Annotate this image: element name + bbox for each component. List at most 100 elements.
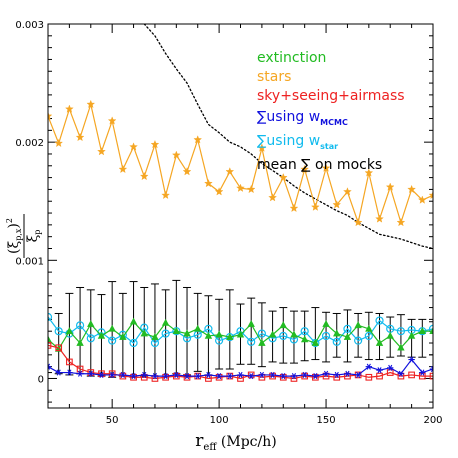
using-wmcmc-point (377, 367, 382, 374)
using-wmcmc-point (131, 373, 136, 380)
x-axis-title-sub: eff (203, 442, 217, 453)
using-wmcmc-point (345, 370, 350, 377)
extinction-point (204, 331, 213, 339)
stars-point (54, 138, 64, 148)
y-tick-label: 0.003 (15, 20, 44, 31)
stars-point (300, 164, 310, 174)
sky-seeing-airmass-point (312, 373, 319, 381)
plot-frame (47, 23, 434, 409)
using-wstar-point (354, 336, 363, 345)
stars-point (353, 217, 363, 227)
sky-seeing-airmass-point (119, 372, 127, 380)
stars-point (246, 184, 256, 194)
extinction-point (236, 330, 245, 338)
extinction-point (343, 332, 352, 340)
stars-point (396, 217, 406, 227)
stars-point (428, 190, 433, 200)
y-axis-num-sup: 2 (5, 218, 14, 223)
legend-sky-seeing-airmass: sky+seeing+airmass (257, 88, 405, 104)
y-axis-title: (ξp,x)2 ξp (5, 214, 42, 258)
using-wmcmc-point (356, 371, 361, 378)
stars-point (385, 182, 395, 191)
extinction-point (65, 327, 74, 334)
mean-on-mocks-line (143, 24, 433, 250)
using-wmcmc-point (249, 373, 254, 380)
sky-seeing-airmass-point (66, 358, 73, 366)
legend-sum-star-label: ∑using w (257, 133, 320, 149)
using-wmcmc-point (302, 371, 307, 378)
sky-seeing-airmass-point (301, 372, 309, 380)
extinction-point (418, 327, 427, 334)
using-wmcmc-point (291, 373, 297, 380)
extinction-point (268, 330, 277, 338)
using-wstar-point (343, 324, 352, 333)
using-wmcmc-point (398, 370, 403, 377)
stars-point (182, 167, 192, 176)
extinction-point (161, 318, 170, 326)
sky-seeing-airmass-point (98, 370, 105, 378)
sky-seeing-airmass-point (386, 369, 394, 376)
extinction-point (258, 338, 266, 346)
legend-sum-mcmc-sub: MCMC (320, 118, 348, 127)
extinction-point (429, 327, 433, 334)
using-wmcmc-point (195, 373, 200, 380)
using-wmcmc-point (420, 369, 425, 376)
sky-seeing-airmass-point (76, 365, 84, 373)
using-wmcmc-point (184, 373, 190, 380)
extinction-point (247, 319, 255, 327)
stars-point (48, 111, 53, 120)
stars-point (97, 147, 106, 156)
legend: extinction stars sky+seeing+airmass ∑usi… (257, 50, 405, 173)
stars-point (225, 167, 235, 176)
using-wstar-point (247, 337, 256, 346)
using-wmcmc-point (163, 373, 168, 380)
using-wstar-point (161, 329, 170, 338)
y-tick-label: 0 (38, 374, 44, 385)
y-axis-den-sub: p (33, 230, 42, 235)
sky-seeing-airmass-point (55, 344, 63, 352)
stars-point (311, 202, 320, 211)
stars-point (268, 193, 277, 202)
stars-point (107, 116, 117, 125)
extinction-point (300, 335, 309, 343)
extinction-point (407, 331, 416, 339)
extinction-point (119, 332, 127, 340)
sky-seeing-airmass-point (130, 373, 137, 381)
extinction-point (108, 324, 116, 332)
using-wstar-point (54, 327, 63, 336)
legend-sum-mcmc: ∑using wMCMC (257, 109, 348, 127)
extinction-point (183, 329, 191, 337)
stars-point (236, 183, 245, 192)
stars-point (364, 168, 374, 177)
tick-labels: 50 100 150 200 0 0.001 0.002 0.003 (15, 20, 442, 426)
legend-stars: stars (257, 69, 291, 85)
using-wmcmc-point (366, 363, 371, 370)
y-axis-title-numerator: (ξp,x)2 (5, 218, 23, 254)
extinction-point (354, 321, 362, 329)
using-wmcmc-point (142, 371, 147, 378)
sky-seeing-airmass-point (215, 373, 223, 381)
using-wstar-point (396, 327, 406, 336)
extinction-point (226, 332, 234, 340)
stars-point (86, 99, 96, 109)
legend-sum-star: ∑using wstar (257, 133, 338, 151)
x-tick-label: 200 (423, 415, 442, 426)
using-wstar-point (108, 336, 117, 345)
using-wstar-point (321, 331, 331, 341)
legend-sum-star-sub: star (320, 142, 338, 151)
extinction-point (375, 338, 384, 346)
y-axis-num-main: (ξ (6, 241, 22, 254)
x-tick-label: 150 (317, 415, 336, 426)
stars-point (278, 173, 288, 182)
y-tick-label: 0.002 (15, 138, 44, 149)
extinction-point (333, 329, 341, 337)
using-wstar-point (75, 321, 85, 330)
legend-mean-mocks: mean ∑ on mocks (257, 157, 382, 173)
stars-point (332, 200, 342, 209)
using-wstar-point (129, 338, 138, 348)
using-wmcmc-point (388, 364, 393, 371)
stars-point (417, 195, 427, 204)
stars-point (257, 143, 267, 152)
sky-seeing-airmass-point (162, 373, 169, 381)
